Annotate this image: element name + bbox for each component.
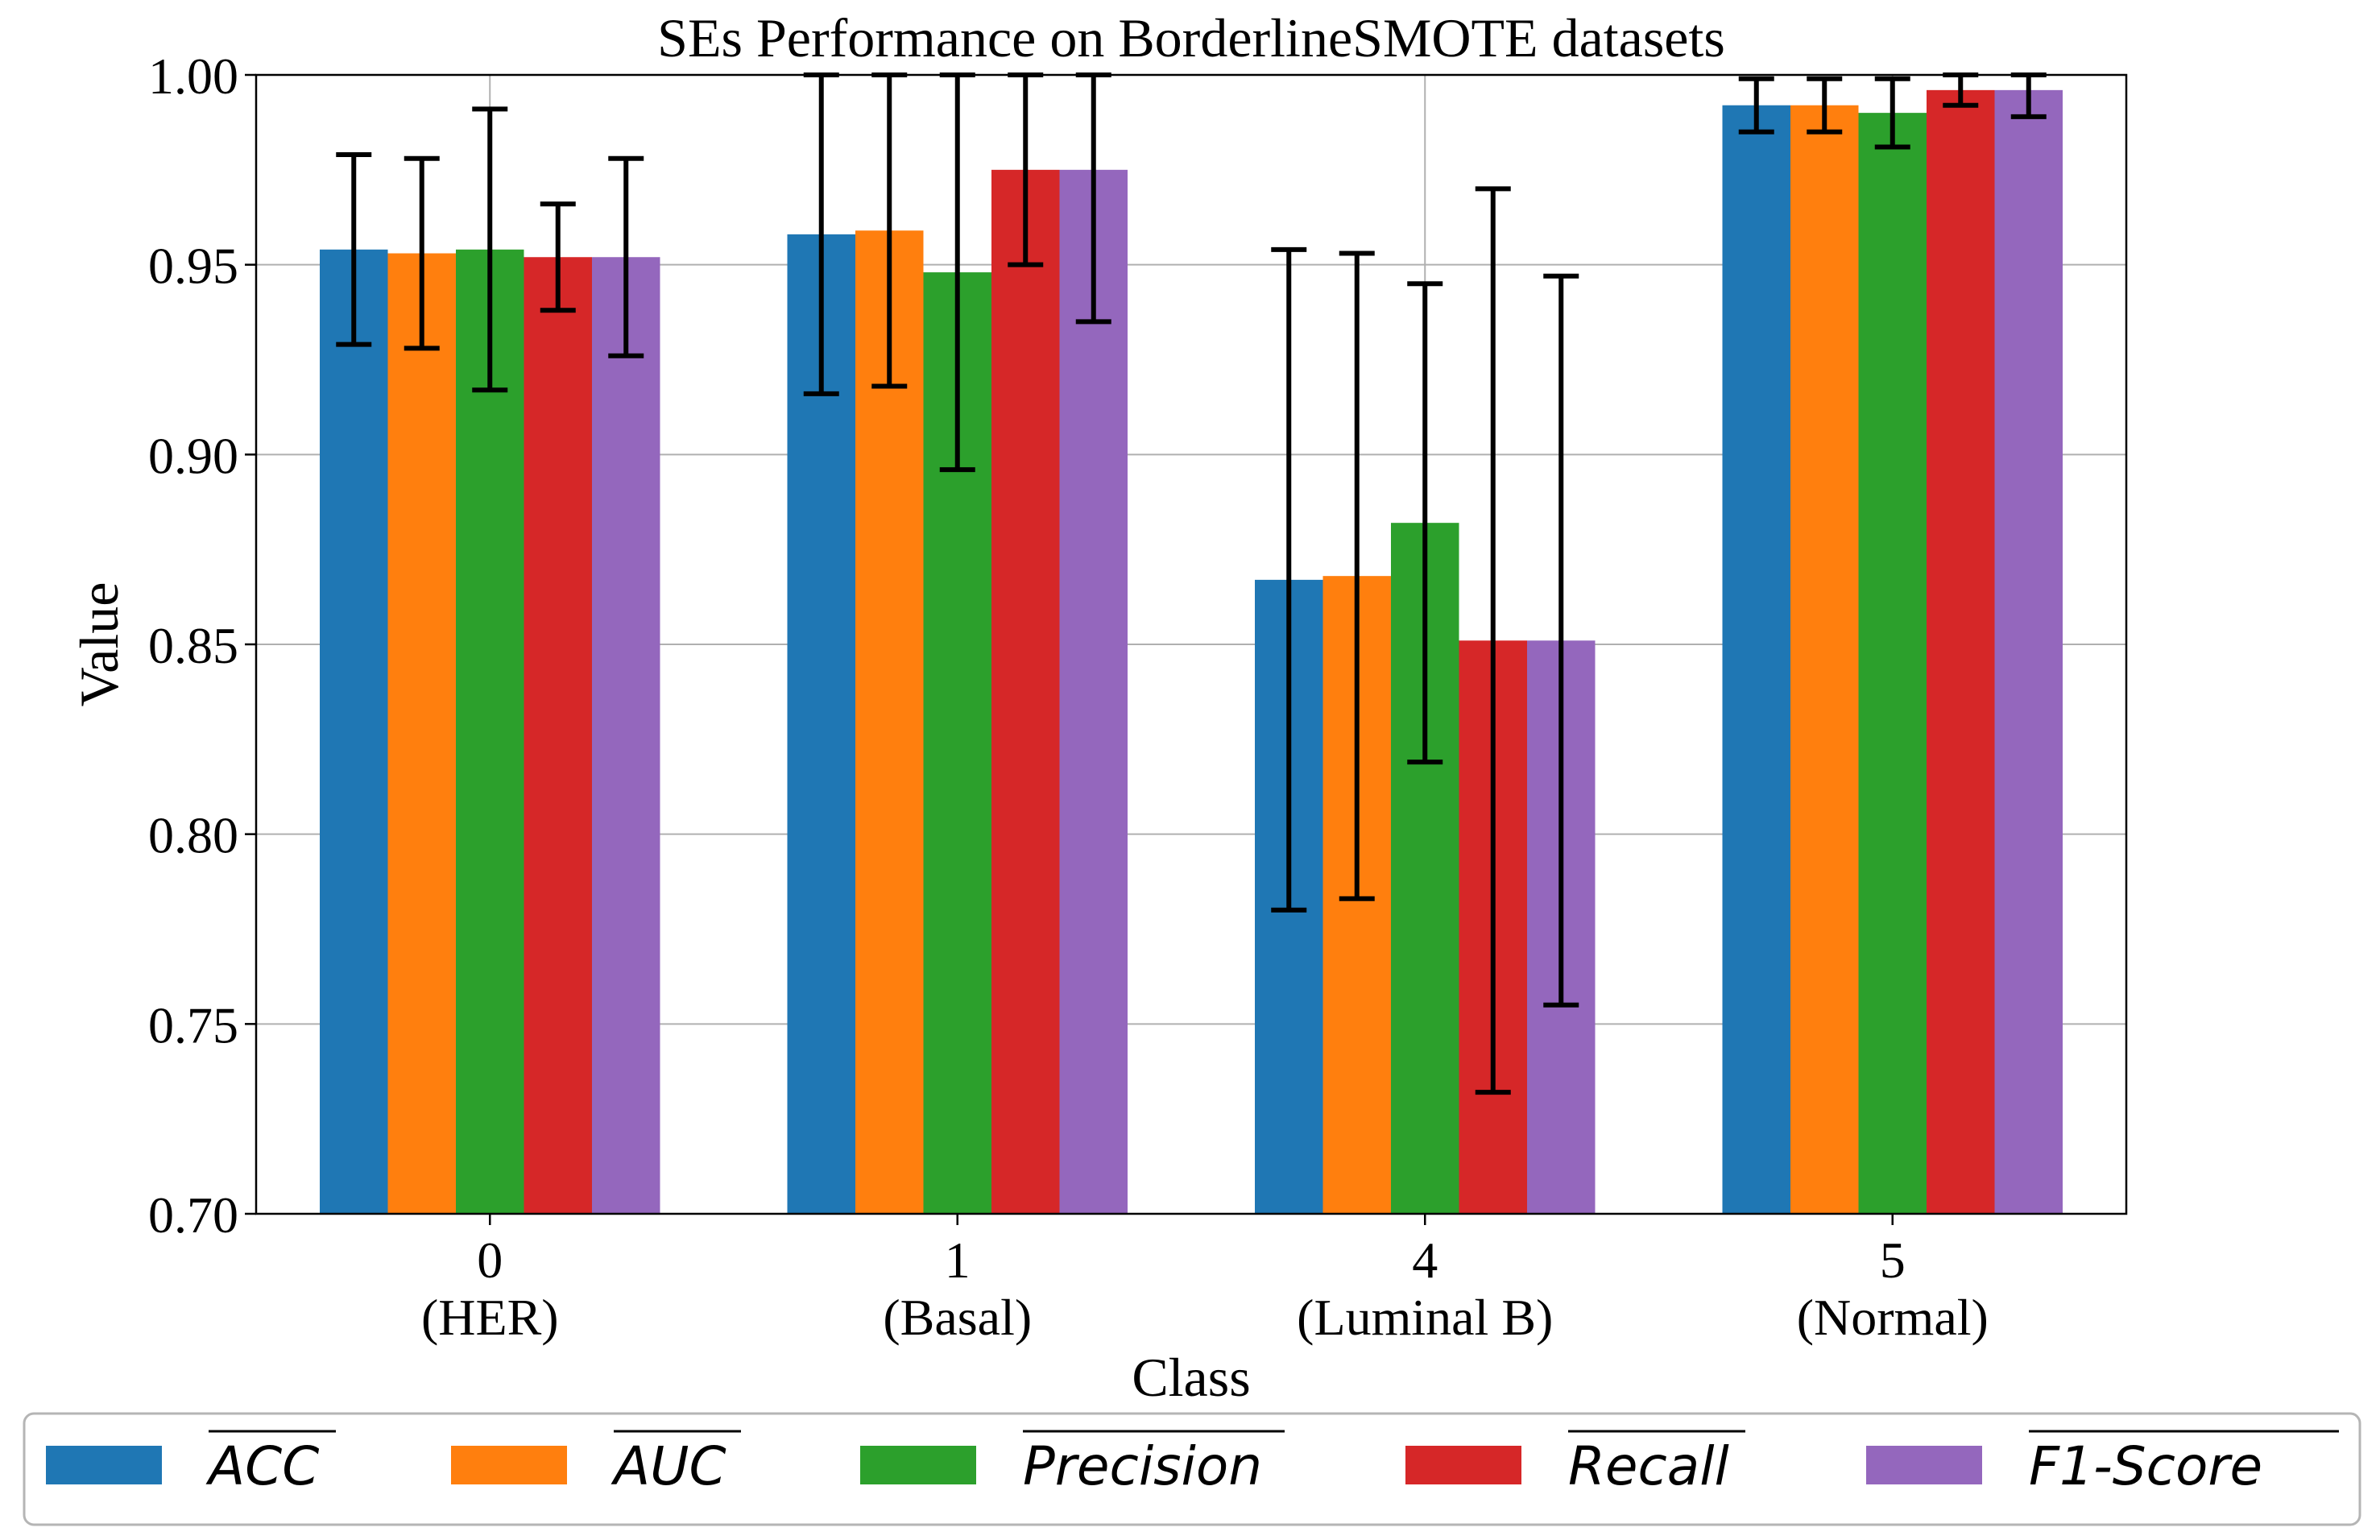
- y-tick-label: 0.95: [148, 238, 238, 295]
- x-tick-label: 0: [477, 1232, 503, 1289]
- y-tick-label: 0.85: [148, 617, 238, 674]
- y-tick-label: 0.70: [148, 1186, 238, 1244]
- x-tick-label: 1: [945, 1232, 971, 1289]
- y-tick-label: 0.90: [148, 427, 238, 484]
- legend-label: AUC: [611, 1435, 726, 1497]
- bar-acc: [1722, 105, 1790, 1214]
- legend-label: ACC: [205, 1435, 319, 1497]
- x-tick-sublabel: (Luminal B): [1297, 1289, 1553, 1346]
- y-axis-label: Value: [68, 582, 130, 707]
- bar-recall: [1927, 89, 1995, 1215]
- y-tick-label: 0.80: [148, 807, 238, 864]
- legend-swatch: [46, 1446, 162, 1484]
- bar-acc: [787, 234, 855, 1215]
- legend: ACC AUC Precision Recall F1-Score: [23, 1412, 2361, 1526]
- bar-auc: [387, 253, 456, 1215]
- y-tick-label: 0.75: [148, 996, 238, 1054]
- legend-swatch: [860, 1446, 976, 1484]
- bar-f1-score: [1994, 89, 2063, 1215]
- legend-label: F1-Score: [2029, 1435, 2262, 1497]
- bar-f1-score: [592, 257, 660, 1214]
- legend-frame: [23, 1412, 2361, 1526]
- bar-recall: [524, 257, 592, 1214]
- bar-acc: [320, 249, 388, 1214]
- x-tick-label: 4: [1412, 1232, 1438, 1289]
- x-tick-sublabel: (HER): [421, 1289, 559, 1346]
- x-axis-label: Class: [1132, 1347, 1250, 1408]
- bars: [320, 89, 2063, 1215]
- y-axis: 0.70 0.75 0.80 0.85 0.90 0.95 1.00: [148, 48, 256, 1244]
- legend-label: Recall: [1568, 1435, 1730, 1497]
- bar-auc: [855, 230, 924, 1214]
- x-tick-sublabel: (Basal): [883, 1289, 1032, 1346]
- legend-swatch: [1405, 1446, 1521, 1484]
- bar-f1-score: [1059, 169, 1128, 1214]
- x-tick-label: 5: [1880, 1232, 1906, 1289]
- legend-label: Precision: [1023, 1435, 1262, 1497]
- bar-precision: [456, 249, 524, 1214]
- x-axis: 0(HER) 1(Basal) 4(Luminal B) 5(Normal): [421, 1214, 1989, 1346]
- legend-swatch: [451, 1446, 567, 1484]
- y-tick-label: 1.00: [148, 48, 238, 105]
- bar-auc: [1790, 105, 1859, 1214]
- x-tick-sublabel: (Normal): [1797, 1289, 1989, 1346]
- bar-recall: [991, 169, 1060, 1214]
- legend-swatch: [1866, 1446, 1982, 1484]
- bar-precision: [1858, 113, 1927, 1215]
- chart-title: SEs Performance on BorderlineSMOTE datas…: [657, 7, 1725, 68]
